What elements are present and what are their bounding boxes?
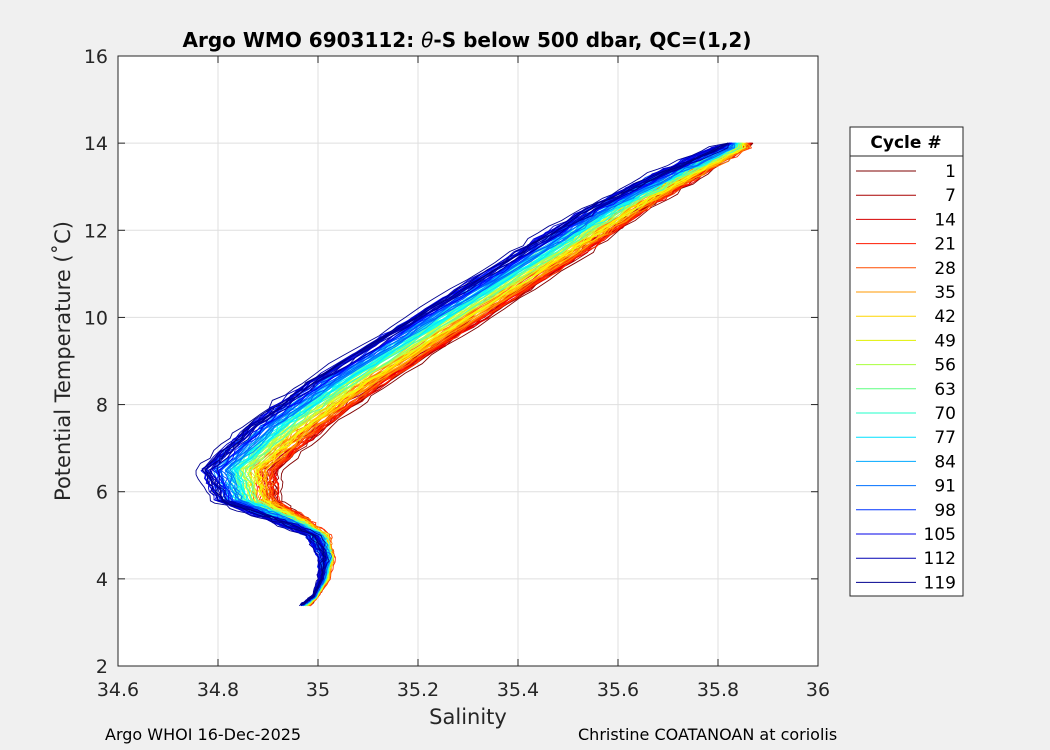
x-tick-label: 34.6 <box>97 679 139 701</box>
legend-label-105: 105 <box>924 525 956 545</box>
y-tick-label: 6 <box>96 482 108 504</box>
footer-right: Christine COATANOAN at coriolis <box>578 725 838 744</box>
profile-cycle-26 <box>225 142 734 606</box>
y-axis-label: Potential Temperature (˚C) <box>51 221 75 501</box>
y-tick-label: 4 <box>96 569 108 591</box>
profiles <box>195 142 754 607</box>
legend-label-119: 119 <box>924 573 956 593</box>
legend-label-77: 77 <box>934 428 956 448</box>
y-tick-label: 10 <box>84 307 108 329</box>
y-tick-label: 16 <box>84 46 108 68</box>
profile-cycle-42 <box>233 142 738 606</box>
y-tick-label: 14 <box>84 133 108 155</box>
y-tick-label: 8 <box>96 395 108 417</box>
legend-label-7: 7 <box>945 186 956 206</box>
y-tick-label: 12 <box>84 220 108 242</box>
legend-box <box>849 126 964 597</box>
legend-label-84: 84 <box>934 452 956 472</box>
footer-left: Argo WHOI 16-Dec-2025 <box>105 725 302 744</box>
legend-label-42: 42 <box>934 307 956 327</box>
x-tick-label: 34.8 <box>197 679 239 701</box>
profile-cycle-5 <box>216 143 730 606</box>
legend-label-14: 14 <box>934 210 956 230</box>
x-tick-label: 36 <box>806 679 830 701</box>
legend-title: Cycle # <box>870 133 941 153</box>
chart-title: Argo WMO 6903112: θ-S below 500 dbar, QC… <box>183 28 752 52</box>
x-tick-label: 35.2 <box>397 679 439 701</box>
profile-cycle-2 <box>201 142 729 605</box>
y-axis: 2 4 6 8 10 12 14 16 <box>84 46 818 678</box>
legend-label-112: 112 <box>924 549 956 569</box>
legend-label-70: 70 <box>934 404 956 424</box>
x-axis: 34.6 34.8 35 35.2 35.4 35.6 35.8 36 <box>97 56 830 701</box>
legend: Cycle # 17142128354249566370778491981051… <box>849 126 964 597</box>
legend-items: 1 7 14 21 28 35 42 49 56 63 70 77 84 91 98 105 112 119 <box>856 162 956 593</box>
x-tick-label: 35.4 <box>497 679 539 701</box>
profile-cycle-98 <box>272 142 753 605</box>
profile-cycle-1 <box>204 142 729 605</box>
y-tick-label: 2 <box>96 656 108 678</box>
legend-label-49: 49 <box>934 331 956 351</box>
legend-label-1: 1 <box>945 162 956 182</box>
legend-label-63: 63 <box>934 380 956 400</box>
legend-label-28: 28 <box>934 259 956 279</box>
legend-label-91: 91 <box>934 477 956 497</box>
x-axis-label: Salinity <box>429 705 507 729</box>
legend-label-56: 56 <box>934 356 956 376</box>
legend-label-98: 98 <box>934 501 956 521</box>
profile-cycle-3 <box>195 142 729 607</box>
legend-label-21: 21 <box>934 235 956 255</box>
plot-frame <box>117 55 819 667</box>
legend-label-35: 35 <box>934 283 956 303</box>
x-tick-label: 35.8 <box>697 679 739 701</box>
x-tick-label: 35.6 <box>597 679 639 701</box>
x-tick-label: 35 <box>306 679 330 701</box>
